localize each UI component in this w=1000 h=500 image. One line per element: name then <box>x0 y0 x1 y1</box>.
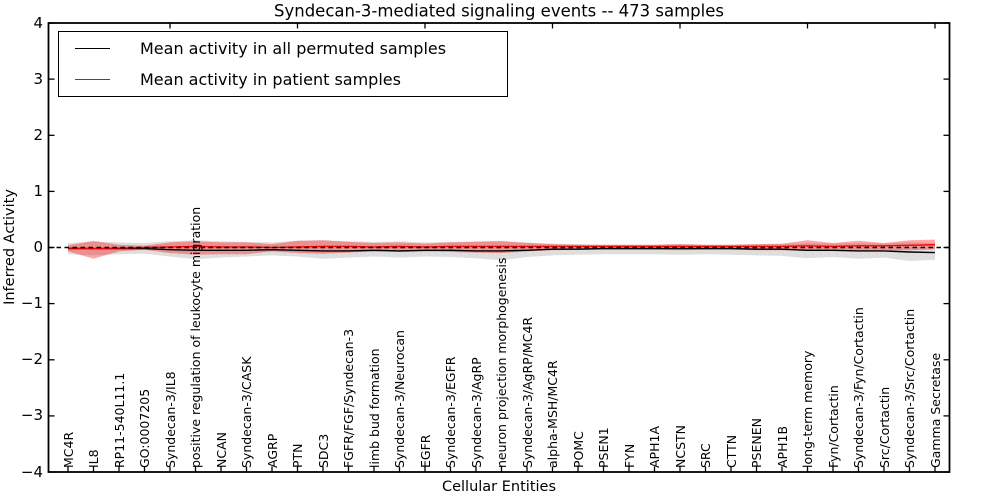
x-tick-label: CTTN <box>723 434 739 468</box>
x-tick-label: Syndecan-3/AgRP <box>468 356 484 468</box>
x-axis-label: Cellular Entities <box>441 479 557 495</box>
x-tick-label: APH1A <box>647 425 662 468</box>
y-tick-label: 2 <box>33 125 43 144</box>
x-tick-label: Syndecan-3/AgRP/MC4R <box>519 316 535 468</box>
legend-label-permuted: Mean activity in all permuted samples <box>140 38 447 58</box>
patient-line-sample <box>75 79 110 81</box>
y-tick-label: −4 <box>20 462 43 481</box>
y-tick-label: 1 <box>33 181 43 200</box>
x-tick-label: FYN <box>621 443 637 468</box>
x-tick-label: positive regulation of leukocyte migrati… <box>188 206 203 468</box>
x-tick-label: Syndecan-3/IL8 <box>162 370 178 468</box>
y-tick-label: 0 <box>33 238 43 256</box>
x-tick-label: AGRP <box>264 433 280 468</box>
x-tick-label: RP11-540L11.1 <box>111 372 127 468</box>
legend-row-permuted: Mean activity in all permuted samples <box>59 33 507 63</box>
x-tick-label: neuron projection morphogenesis <box>494 256 509 468</box>
x-tick-label: limb bud formation <box>366 347 382 468</box>
chart-title: Syndecan-3-mediated signaling events -- … <box>274 1 724 21</box>
x-tick-label: Fyn/Cortactin <box>825 384 841 468</box>
y-tick-label: 4 <box>33 13 43 32</box>
x-tick-label: SDC3 <box>315 433 331 468</box>
x-tick-label: Syndecan-3/CASK <box>239 356 254 468</box>
y-tick-label: 3 <box>33 69 43 88</box>
x-tick-label: alpha-MSH/MC4R <box>545 359 560 468</box>
x-tick-label: SRC <box>698 442 713 468</box>
x-tick-label: long-term memory <box>800 350 815 468</box>
x-tick-label: PTN <box>290 442 305 468</box>
x-tick-label: FGFR/FGF/Syndecan-3 <box>341 328 356 468</box>
x-tick-label: NCAN <box>213 431 229 468</box>
x-tick-label: IL8 <box>86 448 101 468</box>
x-tick-label: POMC <box>570 430 586 468</box>
x-tick-label: Syndecan-3/Neurocan <box>392 329 407 468</box>
x-tick-label: GO:0007205 <box>137 388 152 468</box>
x-tick-label: Syndecan-3/EGFR <box>443 356 458 468</box>
x-tick-label: PSENEN <box>749 417 764 468</box>
x-tick-label: APH1B <box>774 425 790 468</box>
x-tick-label: Gamma Secretase <box>927 352 943 468</box>
x-tick-label: Syndecan-3/Src/Cortactin <box>902 308 917 468</box>
legend-row-patient: Mean activity in patient samples <box>59 65 507 95</box>
y-tick-label: −2 <box>20 350 43 369</box>
y-tick-label: −3 <box>20 406 43 425</box>
x-tick-label: EGFR <box>417 434 433 468</box>
x-tick-label: Syndecan-3/Fyn/Cortactin <box>851 306 866 468</box>
permuted-line-sample <box>75 47 110 49</box>
x-tick-label: NCSTN <box>672 424 688 468</box>
x-tick-label: Src/Cortactin <box>876 386 892 468</box>
legend-box: Mean activity in all permuted samples Me… <box>58 31 508 97</box>
x-tick-label: PSEN1 <box>596 426 611 468</box>
x-tick-label: MC4R <box>60 431 76 468</box>
y-tick-label: −1 <box>20 294 43 313</box>
legend-label-patient: Mean activity in patient samples <box>140 70 401 90</box>
